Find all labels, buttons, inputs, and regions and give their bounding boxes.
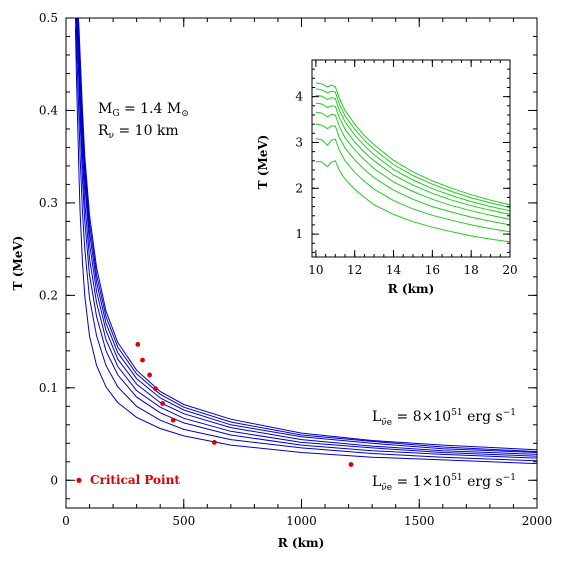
main-y-tick-label-0.2: 0.2 bbox=[39, 288, 58, 302]
radius-annotation: Rν = 10 km bbox=[98, 123, 179, 141]
main-series-line-8 bbox=[77, 18, 537, 451]
critical-point-2 bbox=[212, 440, 217, 445]
inset-background bbox=[312, 60, 510, 257]
mass-value: = 1.4 M bbox=[120, 101, 182, 117]
inset-y-tick-label-3: 3 bbox=[295, 136, 303, 150]
inset-chart: 10 12 14 16 18 20 1 2 3 4 R (km) T (MeV) bbox=[256, 59, 518, 296]
main-y-tick-label-0.5: 0.5 bbox=[39, 11, 58, 25]
critical-point-4 bbox=[160, 401, 166, 406]
main-x-tick-label-1500: 1500 bbox=[404, 514, 435, 528]
luminosity-high-annotation: Lν̄e = 8×1051 erg s−1 bbox=[372, 408, 516, 428]
inset-series-line-8 bbox=[315, 82, 510, 206]
lum-low-symbol: L bbox=[372, 474, 381, 490]
main-series-line-2 bbox=[74, 18, 537, 462]
lum-high-unit: erg s bbox=[463, 409, 503, 425]
mass-subscript: G bbox=[112, 109, 119, 119]
main-plot-frame bbox=[65, 17, 538, 509]
main-x-tick-label-1000: 1000 bbox=[286, 514, 317, 528]
lum-high-value: = 8×10 bbox=[392, 409, 451, 425]
luminosity-low-annotation: Lν̄e = 1×1051 erg s−1 bbox=[372, 473, 516, 493]
lum-high-exponent: 51 bbox=[451, 408, 462, 418]
inset-x-axis-title: R (km) bbox=[388, 282, 435, 296]
inset-x-tick-label-10: 10 bbox=[308, 263, 323, 277]
mass-annotation: MG = 1.4 M⊙ bbox=[98, 101, 189, 119]
inset-x-tick-label-16: 16 bbox=[425, 263, 440, 277]
critical-point-5 bbox=[153, 386, 158, 392]
lum-low-subscript: ν̄e bbox=[381, 483, 392, 493]
critical-point-7 bbox=[140, 357, 145, 363]
main-series-group bbox=[74, 18, 537, 465]
sun-symbol: ⊙ bbox=[181, 109, 189, 119]
lum-high-unit-exponent: −1 bbox=[503, 408, 516, 418]
main-series-line-1 bbox=[74, 27, 537, 465]
critical-point-1 bbox=[348, 462, 354, 467]
inset-y-tick-label-4: 4 bbox=[295, 90, 303, 104]
inset-series-line-5 bbox=[315, 102, 510, 215]
inset-plot-frame bbox=[311, 59, 511, 258]
lum-low-unit-exponent: −1 bbox=[503, 473, 516, 483]
main-x-axis-title: R (km) bbox=[278, 536, 325, 550]
lum-high-subscript: ν̄e bbox=[381, 418, 392, 428]
main-x-tick-labels: 0 500 1000 1500 2000 bbox=[62, 514, 552, 528]
main-x-tick-label-500: 500 bbox=[172, 514, 195, 528]
inset-series-line-7 bbox=[315, 88, 510, 208]
lum-high-symbol: L bbox=[372, 409, 381, 425]
inset-y-tick-labels: 1 2 3 4 bbox=[295, 90, 303, 241]
inset-series-line-1 bbox=[315, 160, 510, 243]
main-series-line-3 bbox=[75, 18, 537, 459]
main-x-tick-label-0: 0 bbox=[62, 514, 70, 528]
inset-y-tick-label-2: 2 bbox=[295, 181, 303, 195]
main-y-tick-label-0.3: 0.3 bbox=[39, 196, 58, 210]
inset-x-tick-label-12: 12 bbox=[347, 263, 362, 277]
radius-subscript: ν bbox=[109, 131, 114, 141]
radius-symbol: R bbox=[98, 123, 109, 139]
main-y-tick-labels: 0 0.1 0.2 0.3 0.4 0.5 bbox=[39, 11, 58, 487]
inset-series-line-3 bbox=[315, 123, 510, 226]
critical-point-8 bbox=[135, 342, 141, 347]
inset-y-axis-title: T (MeV) bbox=[256, 135, 270, 190]
lum-low-exponent: 51 bbox=[451, 473, 462, 483]
lum-low-unit: erg s bbox=[463, 474, 503, 490]
inset-x-tick-label-18: 18 bbox=[464, 263, 479, 277]
radius-value: = 10 km bbox=[114, 123, 179, 139]
critical-point-6 bbox=[147, 372, 153, 378]
inset-x-tick-label-20: 20 bbox=[502, 263, 517, 277]
inset-series-line-2 bbox=[315, 138, 510, 233]
main-y-tick-label-0.1: 0.1 bbox=[39, 381, 58, 395]
inset-series-group bbox=[315, 82, 510, 243]
main-y-axis-title: T (MeV) bbox=[11, 236, 25, 291]
main-y-tick-label-0: 0 bbox=[50, 473, 58, 487]
critical-points-group bbox=[135, 342, 354, 467]
critical-point-legend-marker bbox=[76, 477, 82, 483]
lum-low-value: = 1×10 bbox=[392, 474, 451, 490]
critical-point-legend-label: Critical Point bbox=[90, 473, 180, 487]
inset-x-tick-label-14: 14 bbox=[386, 263, 402, 277]
main-y-tick-label-0.4: 0.4 bbox=[39, 104, 58, 118]
mass-symbol: M bbox=[98, 101, 112, 117]
main-chart: 0 500 1000 1500 2000 0 0.1 0.2 0.3 0.4 0… bbox=[11, 11, 552, 550]
inset-series-line-4 bbox=[315, 111, 510, 220]
critical-point-3 bbox=[170, 417, 176, 423]
inset-series-line-6 bbox=[315, 94, 510, 212]
main-x-tick-label-2000: 2000 bbox=[522, 514, 553, 528]
inset-x-tick-labels: 10 12 14 16 18 20 bbox=[308, 263, 517, 277]
inset-y-tick-label-1: 1 bbox=[295, 227, 303, 241]
